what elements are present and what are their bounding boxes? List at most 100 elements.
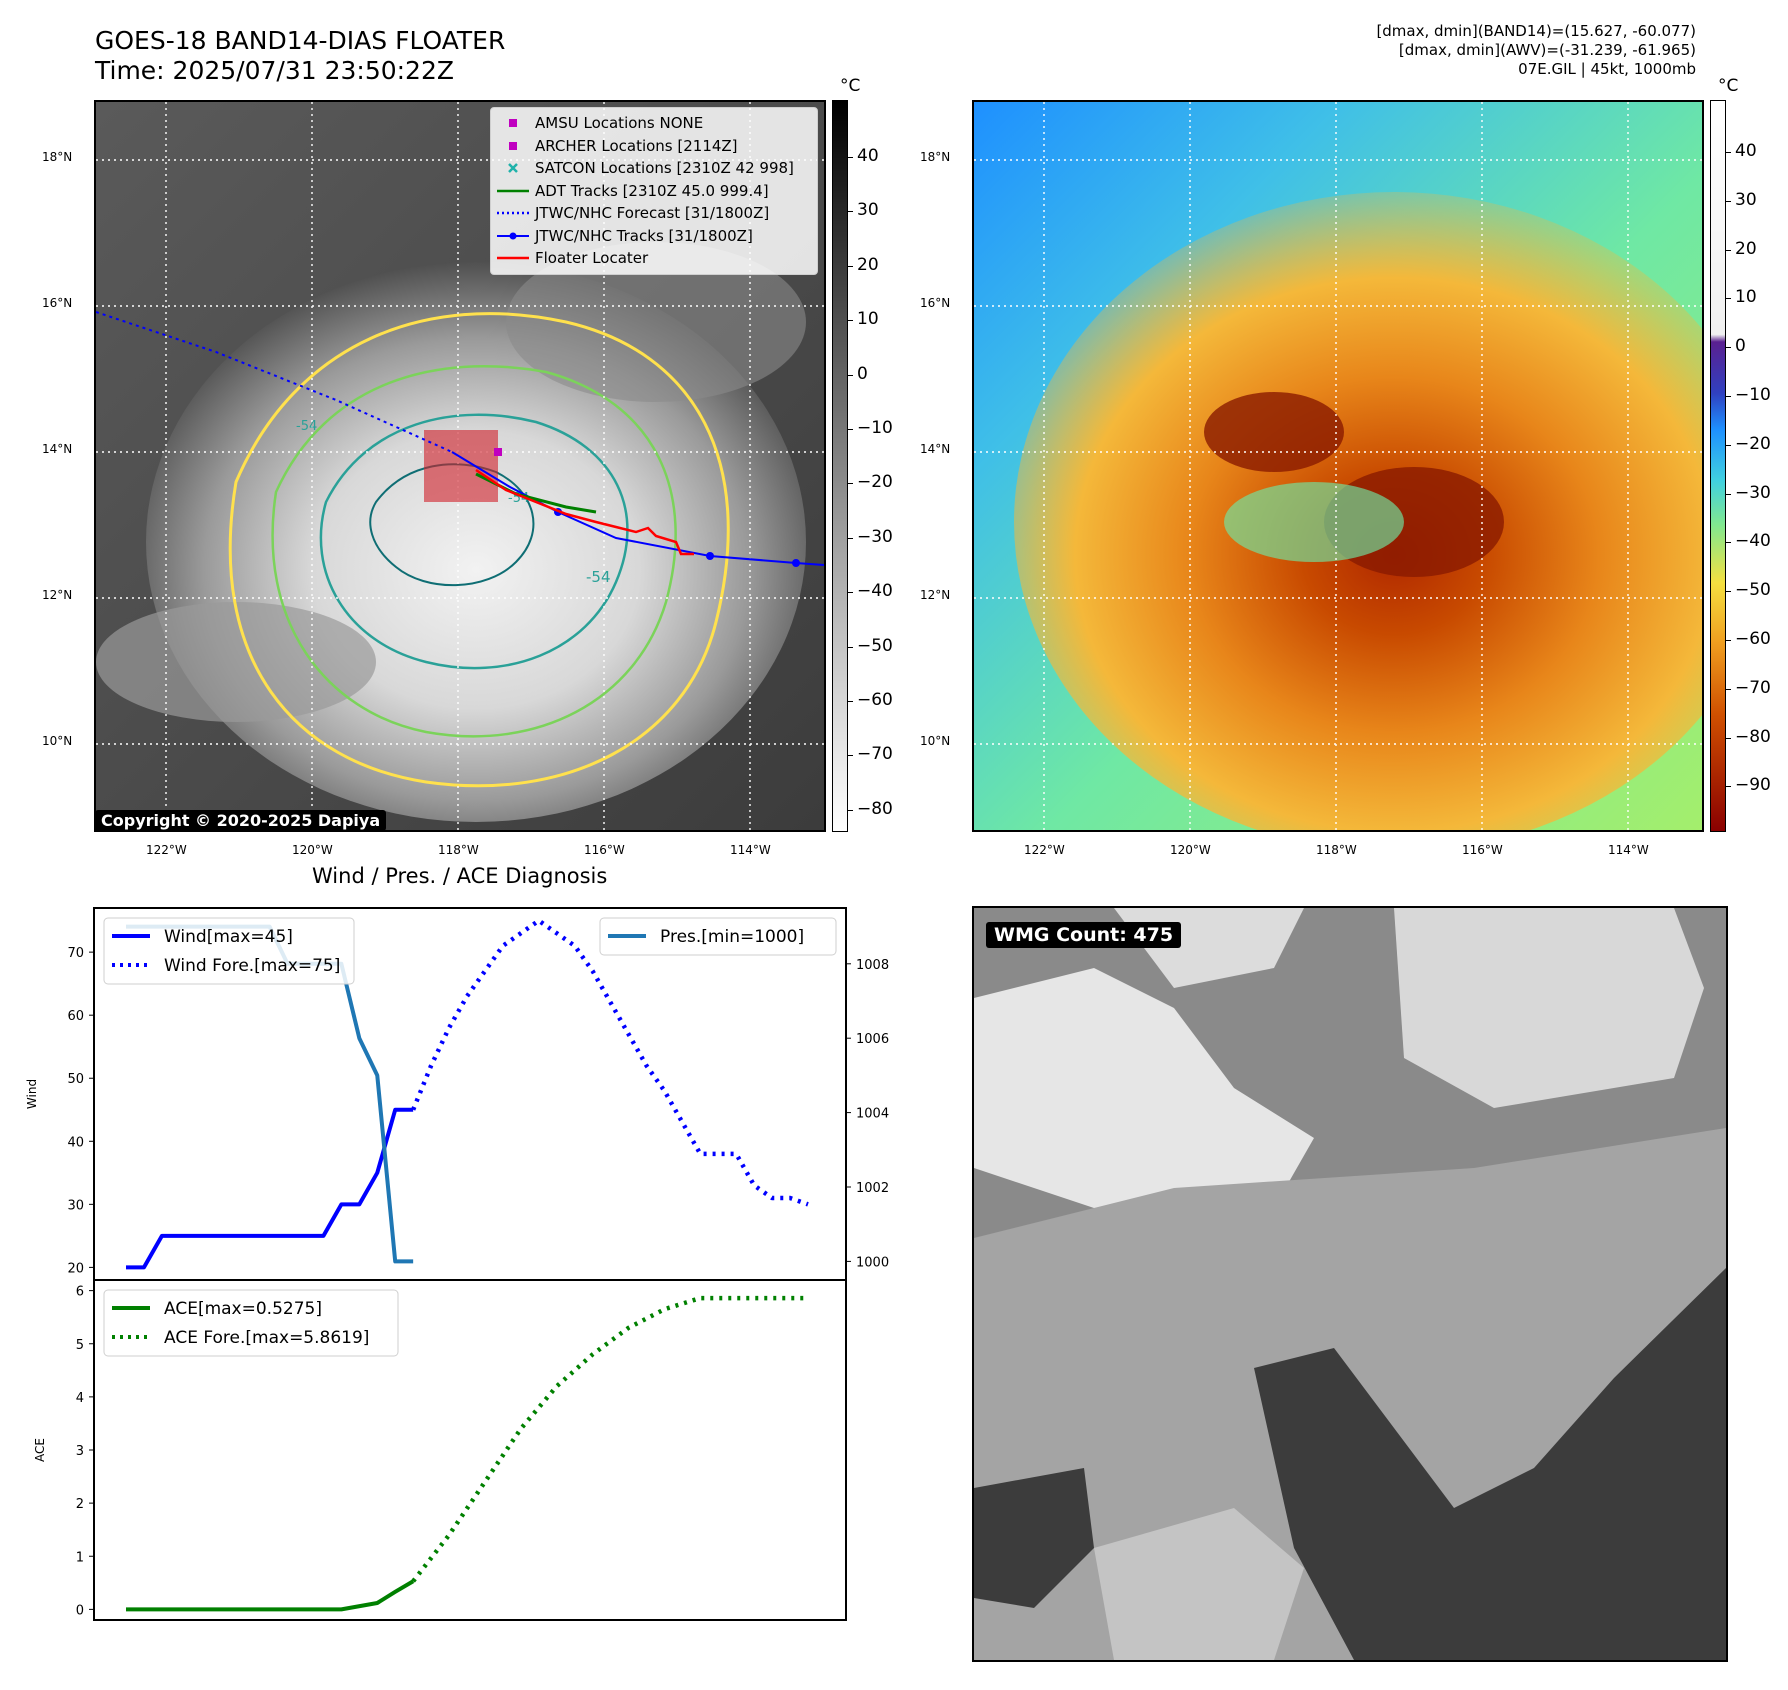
legend-entry: SATCON Locations [2310Z 42 998]	[491, 157, 817, 180]
lon-tick-label: 114°W	[730, 843, 771, 857]
lat-tick-label: 16°N	[920, 296, 951, 310]
legend-label: Wind[max=45]	[164, 927, 293, 947]
colorbar-tick	[1726, 542, 1731, 544]
ir-legend: AMSU Locations NONE ARCHER Locations [211…	[490, 107, 818, 275]
legend-entry: ADT Tracks [2310Z 45.0 999.4]	[491, 180, 817, 203]
awv-gridlines	[974, 102, 1702, 830]
copyright-badge: Copyright © 2020-2025 Dapiya	[96, 810, 387, 830]
contour-label: -54	[586, 568, 611, 586]
wmg-count-badge: WMG Count: 475	[986, 922, 1182, 948]
wind-ytick-label: 70	[67, 946, 84, 961]
wind-ytick-label: 40	[67, 1135, 84, 1150]
colorbar-tick	[848, 320, 853, 322]
colorbar-tick	[1726, 396, 1731, 397]
legend-label: JTWC/NHC Forecast [31/1800Z]	[535, 204, 770, 223]
colorbar-tick-label: −60	[857, 690, 893, 710]
awv-cold-top	[1204, 392, 1344, 472]
legend-label: Pres.[min=1000]	[660, 927, 804, 947]
colorbar-tick-label: −60	[1735, 629, 1771, 649]
wind-ytick-label: 30	[67, 1198, 84, 1213]
wmg-warm-area	[1394, 908, 1704, 1108]
colorbar-tick	[1726, 298, 1731, 300]
legend-symbol-icon	[491, 229, 535, 243]
legend-entry: AMSU Locations NONE	[491, 112, 817, 135]
pressure-ytick-label: 1008	[856, 958, 889, 973]
diagnosis-title: Wind / Pres. / ACE Diagnosis	[312, 864, 608, 888]
colorbar-tick-label: 30	[1735, 189, 1757, 210]
awv-colorbar-unit: °C	[1718, 76, 1739, 96]
colorbar-tick-label: −20	[1735, 433, 1771, 454]
legend-label: ACE Fore.[max=5.8619]	[164, 1328, 369, 1348]
ir-colorbar	[832, 100, 848, 832]
ir-cloud-band	[96, 602, 376, 722]
colorbar-tick	[1726, 347, 1731, 349]
colorbar-tick	[848, 592, 853, 594]
chart-legend-box	[103, 917, 355, 985]
colorbar-tick	[848, 483, 853, 485]
colorbar-tick-label: 20	[1735, 238, 1757, 259]
lon-tick-label: 116°W	[584, 843, 625, 857]
legend-label: Floater Locater	[535, 249, 649, 268]
lon-tick-label: 120°W	[1170, 843, 1211, 857]
colorbar-tick	[1726, 786, 1731, 788]
contour-teal	[319, 413, 629, 670]
ace-ytick-label: 6	[76, 1285, 84, 1300]
legend-symbol-icon	[491, 116, 535, 130]
wind-ytick-label: 60	[67, 1009, 84, 1024]
legend-label: ARCHER Locations [2114Z]	[535, 136, 738, 155]
legend-label: SATCON Locations [2310Z 42 998]	[535, 159, 794, 178]
colorbar-tick	[1726, 152, 1731, 153]
lon-tick-label: 116°W	[1462, 843, 1503, 857]
legend-label: AMSU Locations NONE	[535, 114, 704, 133]
ace-ytick-label: 0	[76, 1603, 84, 1618]
jtwc-track-point	[706, 552, 714, 560]
colorbar-tick-label: −90	[1735, 775, 1771, 796]
legend-symbol-icon	[491, 161, 535, 175]
colorbar-tick-label: 10	[1735, 287, 1757, 308]
legend-symbol-icon	[491, 206, 535, 220]
floater-locater-track	[475, 468, 694, 556]
colorbar-tick-label: 40	[857, 146, 879, 166]
colorbar-tick	[848, 157, 853, 158]
colorbar-tick	[848, 701, 853, 702]
colorbar-tick-label: −30	[857, 526, 893, 547]
series-line-1-1	[411, 1295, 808, 1583]
legend-label: ACE[max=0.5275]	[164, 1299, 322, 1319]
ace-ytick-label: 3	[76, 1444, 84, 1459]
colorbar-tick-label: 10	[857, 309, 879, 330]
ir-colorbar-unit: °C	[840, 76, 861, 96]
jtwc-forecast-track	[96, 311, 453, 453]
colorbar-tick-label: −80	[1735, 726, 1771, 747]
colorbar-tick-label: −70	[857, 744, 893, 765]
legend-entry: JTWC/NHC Forecast [31/1800Z]	[491, 202, 817, 225]
colorbar-tick	[848, 374, 853, 376]
lat-tick-label: 14°N	[920, 442, 951, 456]
legend-label: ADT Tracks [2310Z 45.0 999.4]	[535, 181, 769, 200]
series-line-1-0	[126, 1579, 415, 1612]
colorbar-tick	[848, 809, 853, 811]
colorbar-tick-label: −10	[857, 418, 893, 438]
wmg-cold-area	[1254, 1268, 1726, 1660]
archer-location-box	[424, 430, 498, 502]
lat-tick-label: 18°N	[42, 150, 73, 164]
lat-tick-label: 10°N	[920, 734, 951, 748]
wind-axis-label: Wind	[25, 1079, 39, 1109]
colorbar-tick	[1726, 591, 1731, 593]
ace-ytick-label: 1	[76, 1550, 84, 1565]
pressure-ytick-label: 1000	[856, 1255, 889, 1270]
contour-yellow	[228, 312, 730, 788]
series-line-0-1	[411, 918, 809, 1207]
colorbar-tick-label: 20	[857, 254, 879, 275]
lat-tick-label: 12°N	[920, 588, 951, 602]
lon-tick-label: 122°W	[146, 843, 187, 857]
title-line-2: Time: 2025/07/31 23:50:22Z	[95, 56, 454, 85]
ace-ytick-label: 2	[76, 1497, 84, 1512]
legend-entry: JTWC/NHC Tracks [31/1800Z]	[491, 225, 817, 248]
figure-title: GOES-18 BAND14-DIAS FLOATER Time: 2025/0…	[95, 26, 505, 86]
lat-tick-label: 12°N	[42, 588, 73, 602]
stats-header: [dmax, dmin](BAND14)=(15.627, -60.077) […	[1096, 22, 1696, 79]
lat-tick-label: 14°N	[42, 442, 73, 456]
colorbar-tick-label: −80	[857, 798, 893, 819]
colorbar-tick-label: 0	[857, 363, 868, 384]
ace-axis-label: ACE	[33, 1438, 47, 1462]
